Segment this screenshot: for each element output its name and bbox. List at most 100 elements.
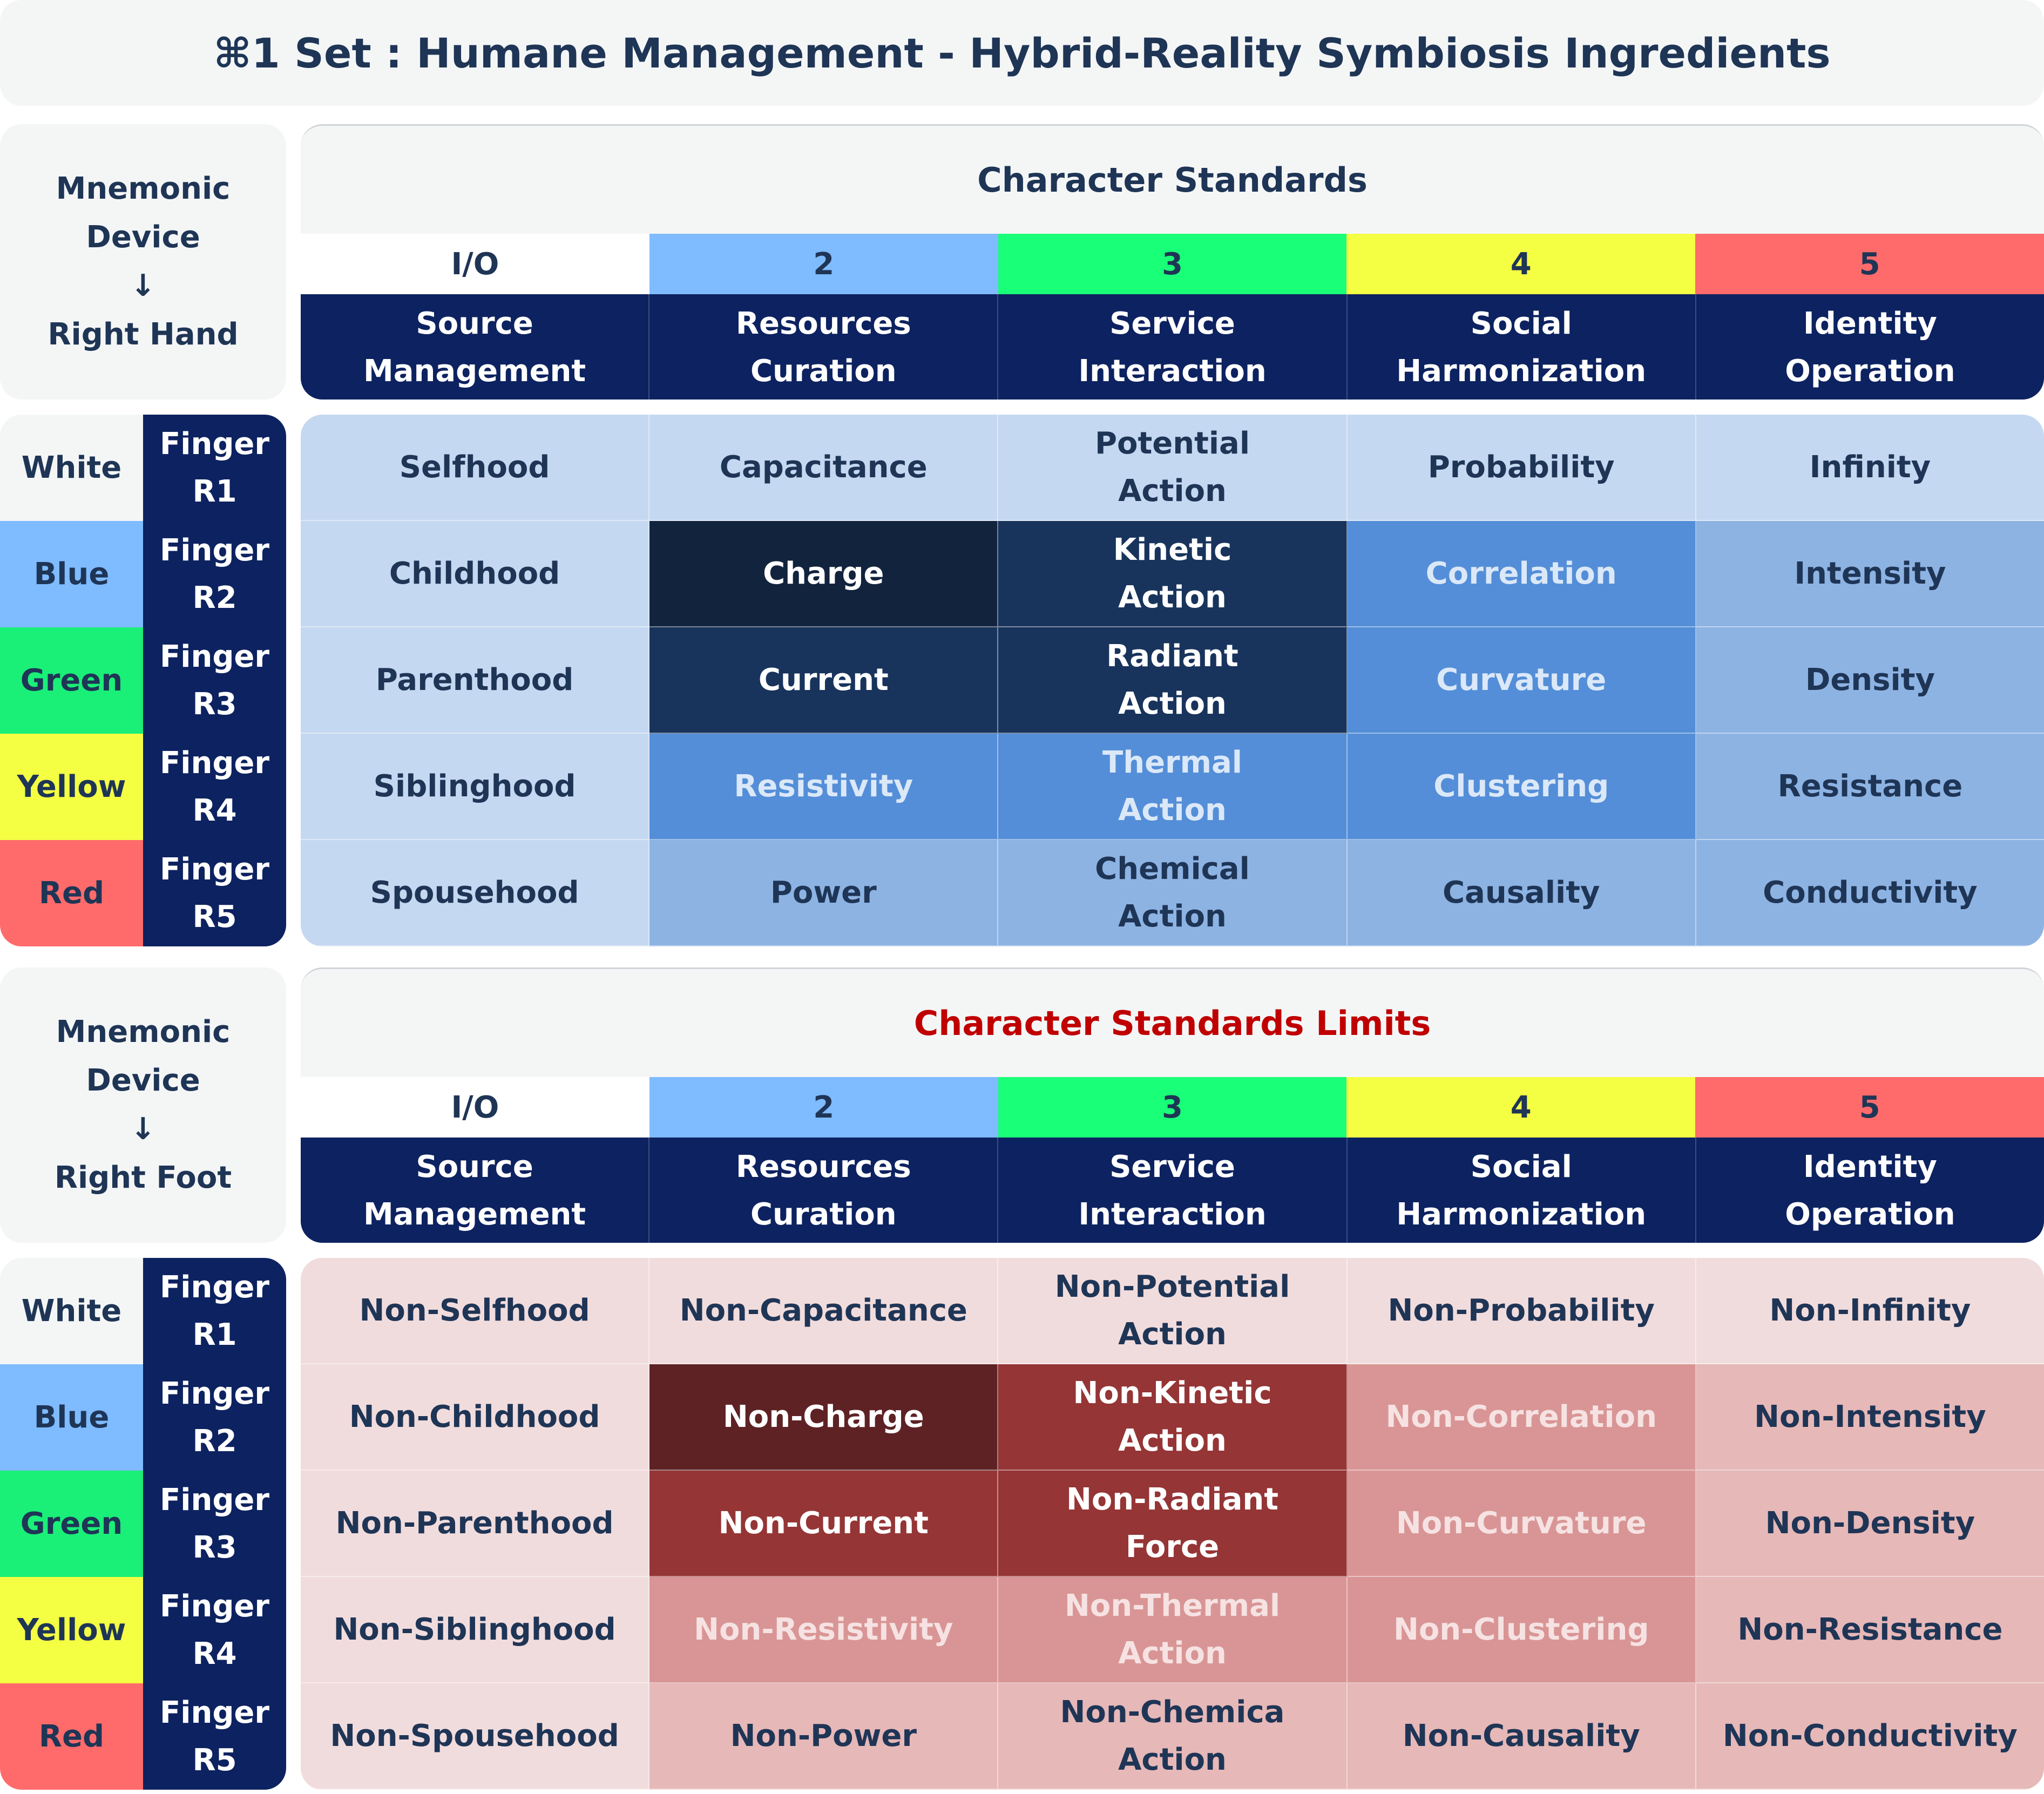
grid-cell-line: Non-Power bbox=[730, 1718, 917, 1754]
column-header: Source Management bbox=[301, 294, 650, 400]
grid-cell: Non-Chemica Action bbox=[998, 1683, 1348, 1790]
grid-cell-line: Resistivity bbox=[734, 768, 913, 804]
grid-cell-line: Kinetic bbox=[1113, 532, 1232, 567]
grid-cell: Childhood bbox=[301, 521, 650, 627]
grid-cell-line: Power bbox=[770, 875, 877, 910]
finger-row: Green Finger R3 bbox=[0, 627, 286, 735]
grid-cell: Non-Thermal Action bbox=[998, 1577, 1348, 1683]
color-label: Red bbox=[0, 840, 143, 946]
column-header-line: Interaction bbox=[1078, 1197, 1267, 1232]
grid-cell-line: Non-Childhood bbox=[349, 1399, 600, 1434]
finger-label-line: R5 bbox=[192, 899, 237, 935]
grid-cell-line: Non-Intensity bbox=[1754, 1399, 1986, 1434]
column-header: Social Harmonization bbox=[1347, 294, 1696, 400]
finger-row: Yellow Finger R4 bbox=[0, 1577, 286, 1684]
grid-cell: Non-Capacitance bbox=[649, 1258, 999, 1364]
grid-cell: Siblinghood bbox=[301, 734, 650, 840]
number-row: I/O 2 3 4 5 bbox=[301, 234, 2044, 294]
mnemonic-line: ↓ bbox=[130, 268, 156, 303]
grid-cell-line: Non-Clustering bbox=[1393, 1612, 1649, 1647]
grid-cell-line: Non-Causality bbox=[1402, 1718, 1640, 1754]
grid-cell: Non-Resistance bbox=[1696, 1577, 2044, 1683]
finger-label-line: Finger bbox=[160, 1588, 269, 1624]
grid-cell: Non-Charge bbox=[649, 1364, 999, 1471]
finger-label: Finger R3 bbox=[143, 627, 286, 735]
finger-label: Finger R4 bbox=[143, 1577, 286, 1684]
column-header-line: Service bbox=[1109, 306, 1235, 341]
grid-cell-line: Non-Infinity bbox=[1769, 1292, 1971, 1328]
grid-cell: Non-Parenthood bbox=[301, 1471, 650, 1577]
grid-cell-line: Spousehood bbox=[370, 875, 579, 910]
finger-label-line: R4 bbox=[192, 1636, 237, 1671]
column-header: Resources Curation bbox=[649, 1138, 999, 1243]
grid-row: Non-Siblinghood Non-Resistivity Non-Therma… bbox=[301, 1577, 2044, 1683]
grid-cell: Power bbox=[649, 840, 999, 946]
finger-label-line: R2 bbox=[192, 1423, 237, 1459]
grid-cell: Non-Resistivity bbox=[649, 1577, 999, 1683]
grid-cell: Non-Spousehood bbox=[301, 1683, 650, 1790]
grid-cell: Clustering bbox=[1347, 734, 1696, 840]
grid-cell: Conductivity bbox=[1696, 840, 2044, 946]
section-title: Character Standards Limits bbox=[913, 1003, 1431, 1043]
column-header: Resources Curation bbox=[649, 294, 999, 400]
color-label: Green bbox=[0, 1471, 143, 1577]
grid-cell: Non-Siblinghood bbox=[301, 1577, 650, 1683]
finger-label-line: R3 bbox=[192, 1529, 237, 1565]
grid-cell-line: Potential bbox=[1094, 425, 1250, 461]
grid-cell-line: Non-Chemica bbox=[1060, 1694, 1285, 1730]
column-header-line: Harmonization bbox=[1396, 354, 1647, 389]
grid-cell-line: Radiant bbox=[1106, 638, 1238, 674]
grid-cell: Kinetic Action bbox=[998, 521, 1348, 627]
column-header-line: Curation bbox=[750, 354, 897, 389]
column-number: 3 bbox=[998, 234, 1347, 294]
grid-cell: Radiant Action bbox=[998, 627, 1348, 734]
grid-cell: Selfhood bbox=[301, 415, 650, 521]
grid-cell-line: Density bbox=[1805, 662, 1935, 698]
column-header-line: Source bbox=[416, 306, 533, 341]
section-title: Character Standards bbox=[977, 160, 1368, 200]
column-header-line: Interaction bbox=[1078, 354, 1267, 389]
grid-cell: Non-Radiant Force bbox=[998, 1471, 1348, 1577]
grid-cell-line: Non-Probability bbox=[1388, 1292, 1655, 1328]
finger-row: Red Finger R5 bbox=[0, 1683, 286, 1790]
finger-label: Finger R1 bbox=[143, 415, 286, 522]
grid-cell-line: Non-Parenthood bbox=[335, 1505, 614, 1541]
column-number: 2 bbox=[649, 234, 998, 294]
grid-cell-line: Action bbox=[1118, 898, 1227, 934]
finger-label-line: Finger bbox=[160, 1482, 269, 1518]
finger-label: Finger R4 bbox=[143, 734, 286, 841]
finger-label-line: Finger bbox=[160, 851, 269, 887]
grid-cell: Density bbox=[1696, 627, 2044, 734]
finger-color-column: White Finger R1 Blue Finger R2 Green Finger R3 Ye… bbox=[0, 1258, 286, 1790]
column-header-line: Social bbox=[1470, 306, 1572, 341]
mnemonic-line: Device bbox=[86, 1063, 200, 1098]
finger-label-line: R3 bbox=[192, 686, 237, 722]
grid-cell-line: Curvature bbox=[1436, 662, 1607, 698]
ingredient-grid: Selfhood Capacitance Potential Action Probab… bbox=[301, 415, 2044, 946]
grid-row: Non-Selfhood Non-Capacitance Non-Potential… bbox=[301, 1258, 2044, 1364]
grid-cell-line: Non-Curvature bbox=[1396, 1505, 1647, 1541]
column-header-line: Service bbox=[1109, 1149, 1235, 1184]
color-label: Yellow bbox=[0, 734, 143, 840]
grid-cell-line: Conductivity bbox=[1763, 875, 1978, 910]
page-title: ⌘1 Set : Humane Management - Hybrid-Real… bbox=[0, 0, 2044, 106]
color-label: Blue bbox=[0, 1364, 143, 1471]
grid-cell-line: Non-Conductivity bbox=[1722, 1718, 2018, 1754]
grid-cell-line: Non-Siblinghood bbox=[333, 1612, 616, 1647]
grid-cell-line: Action bbox=[1118, 1742, 1227, 1777]
grid-row: Parenthood Current Radiant Action Curvature D… bbox=[301, 627, 2044, 734]
grid-cell-line: Chemical bbox=[1095, 851, 1250, 886]
grid-cell: Capacitance bbox=[649, 415, 999, 521]
column-number: 5 bbox=[1695, 234, 2044, 294]
finger-label-line: Finger bbox=[160, 532, 269, 568]
mnemonic-line: ↓ bbox=[130, 1112, 156, 1147]
grid-cell: Spousehood bbox=[301, 840, 650, 946]
grid-cell: Parenthood bbox=[301, 627, 650, 734]
grid-cell-line: Charge bbox=[763, 556, 884, 591]
finger-label-line: R2 bbox=[192, 580, 237, 615]
column-header-line: Management bbox=[363, 1197, 586, 1232]
mnemonic-line: Device bbox=[86, 220, 200, 255]
grid-cell: Intensity bbox=[1696, 521, 2044, 627]
grid-cell: Non-Density bbox=[1696, 1471, 2044, 1577]
grid-cell-line: Non-Selfhood bbox=[359, 1292, 590, 1328]
